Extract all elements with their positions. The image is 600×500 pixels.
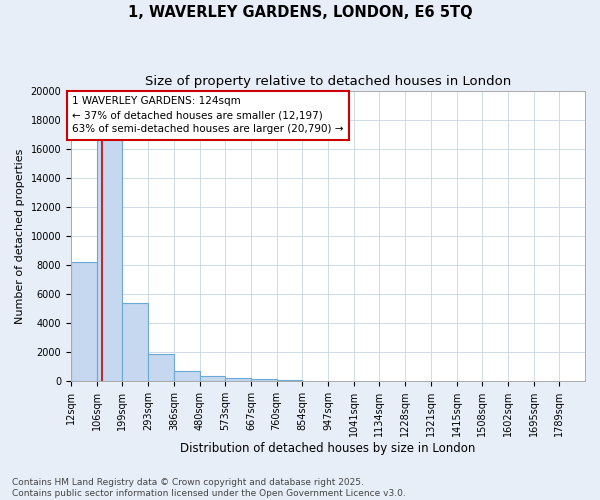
Text: 1, WAVERLEY GARDENS, LONDON, E6 5TQ: 1, WAVERLEY GARDENS, LONDON, E6 5TQ	[128, 5, 472, 20]
Bar	[122, 304, 148, 381]
Bar	[148, 354, 174, 381]
Y-axis label: Number of detached properties: Number of detached properties	[15, 148, 25, 324]
X-axis label: Distribution of detached houses by size in London: Distribution of detached houses by size …	[181, 442, 476, 455]
Bar	[174, 371, 200, 381]
Text: 1 WAVERLEY GARDENS: 124sqm
← 37% of detached houses are smaller (12,197)
63% of : 1 WAVERLEY GARDENS: 124sqm ← 37% of deta…	[72, 96, 343, 134]
Bar	[251, 380, 277, 381]
Title: Size of property relative to detached houses in London: Size of property relative to detached ho…	[145, 75, 511, 88]
Bar	[97, 138, 122, 381]
Text: Contains HM Land Registry data © Crown copyright and database right 2025.
Contai: Contains HM Land Registry data © Crown c…	[12, 478, 406, 498]
Bar	[277, 380, 302, 381]
Bar	[71, 262, 97, 381]
Bar	[200, 376, 225, 381]
Bar	[225, 378, 251, 381]
